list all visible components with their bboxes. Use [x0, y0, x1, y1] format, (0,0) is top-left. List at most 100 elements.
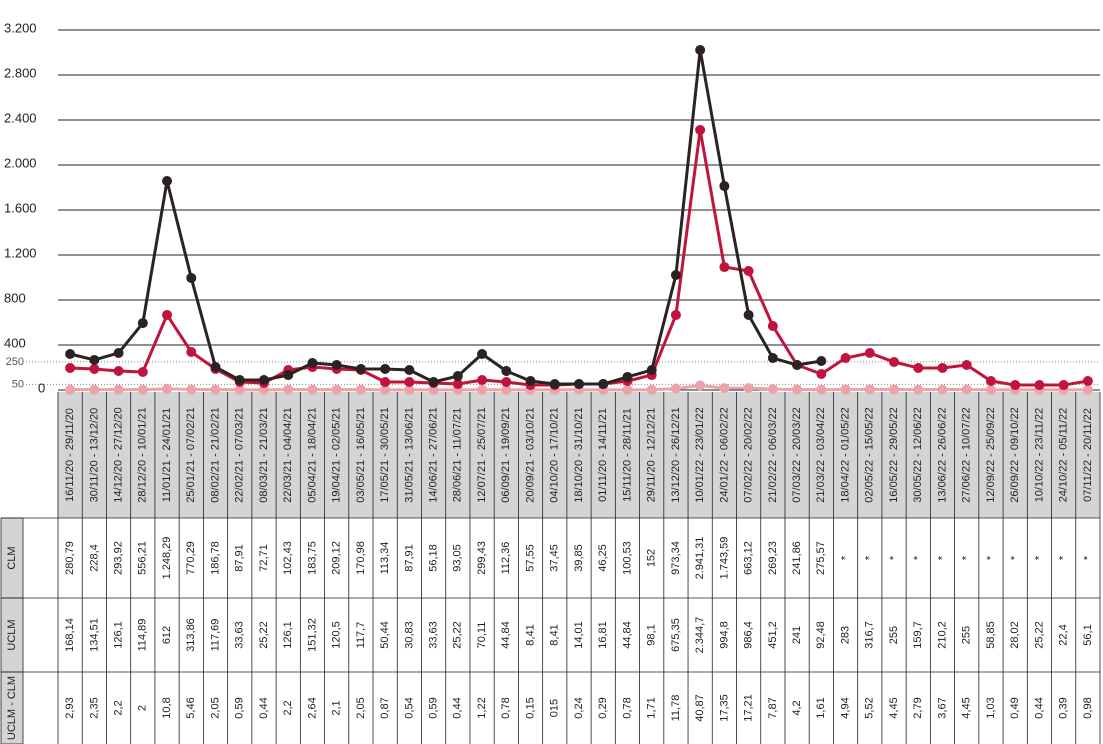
series-marker: [234, 384, 245, 395]
category-label: 14/12/20 - 27/12/20: [112, 407, 124, 502]
series-marker: [1034, 380, 1045, 391]
table-cell: 0,44: [452, 697, 464, 718]
table-cell: 241: [791, 626, 803, 644]
table-cell: *: [912, 555, 924, 560]
series-marker: [501, 384, 512, 395]
series-marker: [452, 379, 463, 390]
table-cell: 1.248,29: [161, 537, 173, 580]
series-marker: [670, 309, 681, 320]
table-cell: 770,29: [185, 541, 197, 575]
series-marker: [210, 362, 221, 373]
table-cell: 1,71: [646, 697, 658, 718]
table-cell: 675,35: [670, 618, 682, 652]
series-marker: [525, 376, 536, 386]
series-marker: [65, 384, 76, 395]
table-cell: 255: [961, 626, 973, 644]
series-marker: [743, 309, 754, 320]
table-cell: 100,53: [621, 541, 633, 575]
series-marker: [985, 376, 996, 386]
category-label: 13/12/20 - 26/12/21: [670, 407, 682, 502]
table-cell: 3,67: [936, 697, 948, 718]
category-label: 16/05/22 - 29/05/22: [888, 407, 900, 502]
series-marker: [1058, 380, 1069, 391]
table-cell: 134,51: [88, 618, 100, 652]
series-marker: [937, 384, 948, 395]
series-marker: [186, 346, 197, 357]
category-label: 05/04/21 - 18/04/21: [306, 407, 318, 502]
table-cell: 93,05: [452, 544, 464, 572]
category-label: 22/02/21 - 07/03/21: [234, 407, 246, 502]
y-tick-label: 2.400: [4, 110, 37, 125]
category-label: 06/09/21 - 19/09/21: [500, 407, 512, 502]
table-cell: 0,59: [234, 697, 246, 718]
table-cell: 2,79: [912, 697, 924, 718]
category-label: 18/04/22 - 01/05/22: [839, 407, 851, 502]
table-cell: 28,02: [1009, 621, 1021, 649]
category-label: 07/11/22 - 20/11/22: [1082, 408, 1094, 502]
table-cell: 612: [161, 626, 173, 644]
series-marker: [65, 362, 76, 373]
table-cell: 293,92: [112, 541, 124, 575]
series-marker: [840, 353, 851, 364]
table-cell: 57,55: [524, 544, 536, 572]
series-marker: [670, 383, 681, 394]
category-label: 15/11/20 - 28/11/21: [621, 408, 633, 502]
table-cell: 0,39: [1058, 697, 1070, 718]
category-label: 26/09/22 - 09/10/22: [1009, 407, 1021, 502]
table-cell: 1.743,59: [718, 537, 730, 580]
table-cell: 17,21: [743, 694, 755, 722]
table-cell: 7,87: [767, 697, 779, 718]
table-cell: 50,44: [379, 621, 391, 649]
table-cell: 0,54: [403, 697, 415, 718]
series-marker: [477, 349, 488, 359]
series-marker: [816, 369, 827, 380]
y-minor-tick-label: 50: [12, 378, 24, 390]
table-cell: 4,45: [961, 697, 973, 718]
table-cell: 2,05: [209, 697, 221, 718]
table-cell: *: [985, 555, 997, 560]
series-marker: [961, 360, 972, 371]
category-label: 18/10/20 - 31/10/21: [573, 407, 585, 502]
table-cell: 120,5: [331, 621, 343, 649]
series-marker: [331, 360, 342, 371]
table-cell: 17,35: [718, 694, 730, 722]
row-header: UCLM - CLM: [6, 676, 18, 740]
table-cell: 30,83: [403, 621, 415, 649]
table-cell: 56,1: [1082, 624, 1094, 645]
table-cell: 46,25: [597, 544, 609, 572]
table-cell: 994,8: [718, 621, 730, 649]
category-label: 29/11/20 - 12/12/21: [646, 408, 658, 503]
table-cell: 986,4: [743, 621, 755, 649]
table-cell: *: [1033, 555, 1045, 560]
series-marker: [404, 364, 415, 375]
category-label: 24/01/22 - 06/02/22: [718, 407, 730, 502]
category-label: 08/03/21 - 21/03/21: [258, 407, 270, 502]
category-label: 17/05/21 - 30/05/21: [379, 407, 391, 502]
category-label: 03/05/21 - 16/05/21: [355, 407, 367, 502]
series-marker: [743, 265, 754, 276]
series-marker: [937, 362, 948, 373]
category-row-bg: [58, 392, 1100, 518]
table-cell: 0,98: [1082, 697, 1094, 718]
table-cell: 98,1: [646, 624, 658, 645]
table-cell: 25,22: [1033, 621, 1045, 649]
table-cell: 2,2: [112, 700, 124, 715]
table-cell: 4,94: [839, 697, 851, 718]
table-cell: 151,32: [306, 618, 318, 652]
category-label: 10/10/22 - 23/11/22: [1033, 408, 1045, 503]
series-marker: [501, 365, 512, 376]
table-cell: 0,87: [379, 697, 391, 718]
series-marker: [695, 45, 706, 56]
series-marker: [428, 377, 439, 388]
series-marker: [258, 384, 269, 395]
series-marker: [89, 384, 100, 395]
table-cell: 44,84: [500, 621, 512, 649]
category-label: 12/07/21 - 25/07/21: [476, 407, 488, 502]
series-marker: [913, 362, 924, 373]
series-marker: [355, 384, 366, 395]
table-cell: 117,69: [209, 619, 221, 652]
table-cell: 209,12: [331, 541, 343, 575]
series-marker: [452, 371, 463, 382]
series-marker: [137, 384, 148, 395]
table-cell: 299,43: [476, 541, 488, 575]
